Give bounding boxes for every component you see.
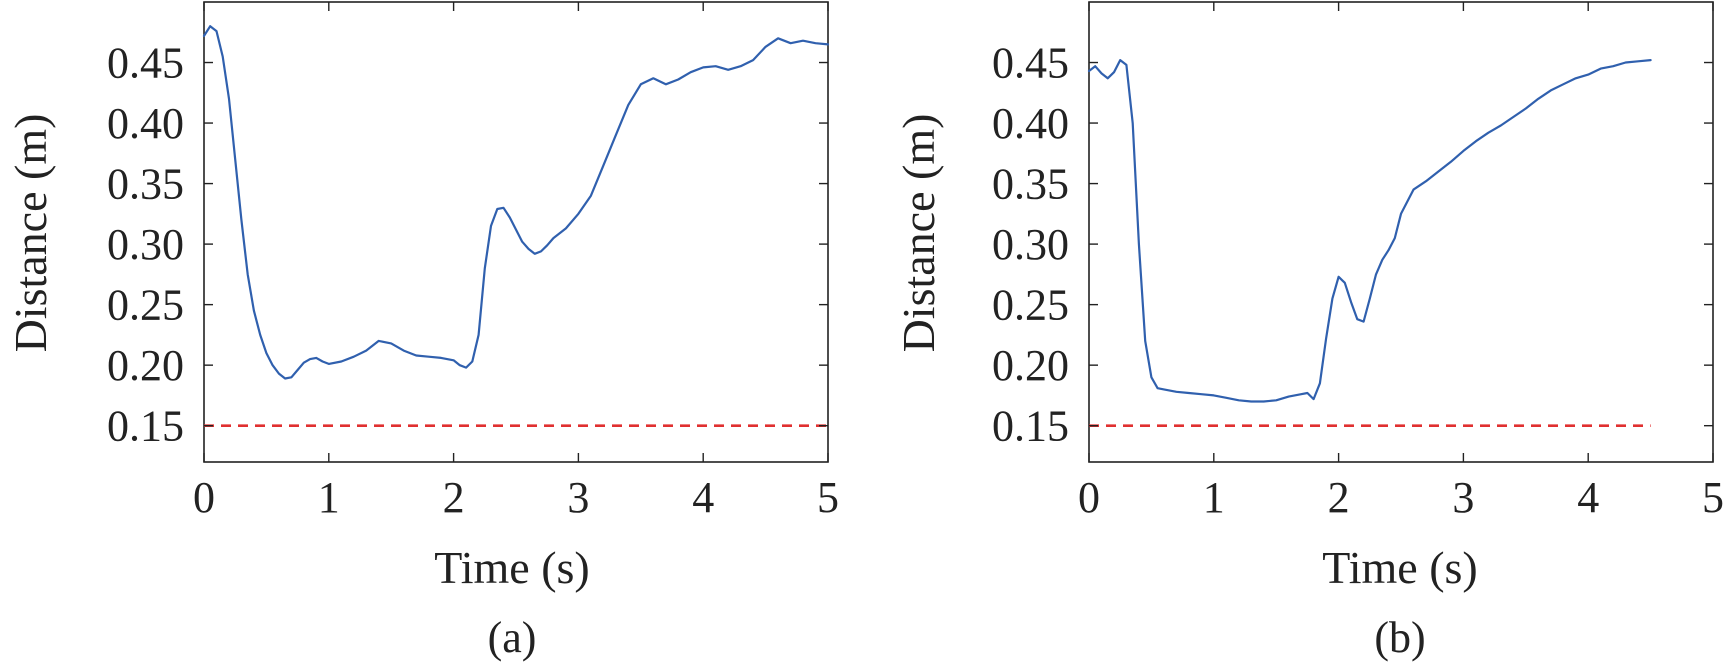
panel-b-ytick-label: 0.25	[992, 281, 1069, 330]
panel-a-ytick-label: 0.45	[107, 39, 184, 88]
panel-a-xlabel: Time (s)	[434, 542, 590, 593]
panel-b-ytick-label: 0.35	[992, 160, 1069, 209]
panel-a-ylabel: Distance (m)	[5, 114, 56, 353]
panel-b-ylabel: Distance (m)	[893, 114, 944, 353]
panel-a-ytick-label: 0.35	[107, 160, 184, 209]
panel-a-caption: (a)	[488, 613, 537, 662]
panel-b-xtick-label: 4	[1577, 473, 1599, 522]
panel-b-frame	[1088, 1, 1714, 463]
panel-b-xtick-label: 0	[1078, 473, 1100, 522]
panel-a-xtick-label: 3	[567, 473, 589, 522]
panel-a-ytick-label: 0.15	[107, 402, 184, 451]
panel-b-ytick-label: 0.15	[992, 402, 1069, 451]
panel-a-xtick-label: 4	[692, 473, 714, 522]
panel-a-xtick-label: 1	[318, 473, 340, 522]
panel-a: 0 1 2 3 4 5 0.15 0.20 0.25 0.30 0.35 0.40 0.45 Time …	[5, 1, 839, 662]
panel-a-ytick-label: 0.40	[107, 99, 184, 148]
panel-a-ytick-label: 0.20	[107, 341, 184, 390]
panel-a-xtick-label: 2	[443, 473, 465, 522]
panel-b-xtick-label: 2	[1328, 473, 1350, 522]
panel-b: 0 1 2 3 4 5 0.15 0.20 0.25 0.30 0.35 0.40 0.45 Time …	[893, 1, 1724, 662]
panel-a-xtick-label: 5	[817, 473, 839, 522]
panel-b-xtick-label: 3	[1452, 473, 1474, 522]
panel-a-plot-area: 0 1 2 3 4 5 0.15 0.20 0.25 0.30 0.35 0.40 0.45	[107, 1, 839, 522]
panel-a-frame	[203, 1, 829, 463]
panel-a-ytick-label: 0.25	[107, 281, 184, 330]
panel-b-ytick-label: 0.30	[992, 220, 1069, 269]
panel-a-xtick-label: 0	[193, 473, 215, 522]
panel-b-xtick-label: 1	[1203, 473, 1225, 522]
panel-b-ytick-label: 0.20	[992, 341, 1069, 390]
panel-b-plot-area: 0 1 2 3 4 5 0.15 0.20 0.25 0.30 0.35 0.40 0.45	[992, 1, 1724, 522]
panel-b-ytick-label: 0.45	[992, 39, 1069, 88]
panel-b-xlabel: Time (s)	[1322, 542, 1478, 593]
panel-a-ytick-label: 0.30	[107, 220, 184, 269]
panel-a-series-line	[202, 25, 830, 380]
panel-b-series-line	[1087, 58, 1652, 403]
panel-b-ytick-label: 0.40	[992, 99, 1069, 148]
panel-b-xtick-label: 5	[1702, 473, 1724, 522]
panel-b-caption: (b)	[1374, 613, 1425, 662]
